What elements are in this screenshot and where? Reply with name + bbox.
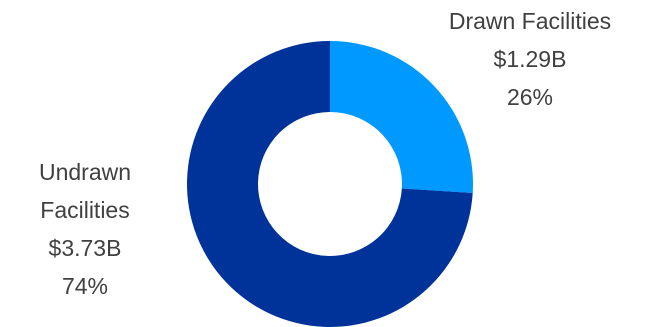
value-label: 74% [61,273,109,299]
category-label: Drawn Facilities [448,8,612,34]
value-label: 26% [506,84,554,110]
slice-label: Undrawn Facilities $3.73B 74% [15,153,155,305]
slice-label: Drawn Facilities $1.29B 26% [410,2,650,116]
amount-label: $3.73B [48,235,122,261]
donut-slice [330,41,474,193]
amount-label: $1.29B [493,46,567,72]
donut-slice [187,41,473,327]
category-label: Undrawn Facilities [38,159,132,223]
